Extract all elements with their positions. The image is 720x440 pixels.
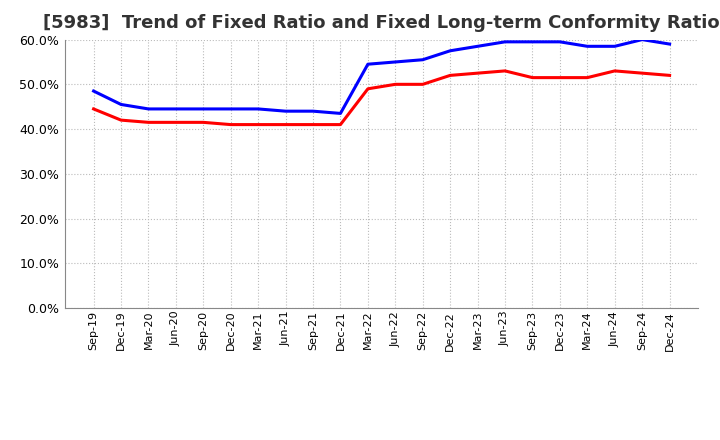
Fixed Long-term Conformity Ratio	[117, 117, 125, 123]
Fixed Ratio	[446, 48, 454, 53]
Fixed Ratio	[89, 88, 98, 94]
Fixed Ratio	[336, 111, 345, 116]
Fixed Ratio	[226, 106, 235, 112]
Fixed Long-term Conformity Ratio	[199, 120, 207, 125]
Fixed Ratio	[254, 106, 263, 112]
Fixed Long-term Conformity Ratio	[528, 75, 537, 80]
Fixed Ratio	[638, 37, 647, 42]
Fixed Ratio	[418, 57, 427, 62]
Fixed Long-term Conformity Ratio	[500, 68, 509, 73]
Fixed Long-term Conformity Ratio	[254, 122, 263, 127]
Fixed Long-term Conformity Ratio	[418, 82, 427, 87]
Fixed Long-term Conformity Ratio	[309, 122, 318, 127]
Fixed Long-term Conformity Ratio	[364, 86, 372, 92]
Fixed Long-term Conformity Ratio	[611, 68, 619, 73]
Fixed Ratio	[117, 102, 125, 107]
Fixed Long-term Conformity Ratio	[171, 120, 180, 125]
Fixed Ratio	[364, 62, 372, 67]
Fixed Long-term Conformity Ratio	[89, 106, 98, 112]
Fixed Ratio	[282, 109, 290, 114]
Fixed Long-term Conformity Ratio	[144, 120, 153, 125]
Fixed Long-term Conformity Ratio	[556, 75, 564, 80]
Fixed Ratio	[391, 59, 400, 65]
Fixed Long-term Conformity Ratio	[446, 73, 454, 78]
Fixed Ratio	[611, 44, 619, 49]
Fixed Ratio	[171, 106, 180, 112]
Fixed Long-term Conformity Ratio	[638, 70, 647, 76]
Fixed Ratio	[309, 109, 318, 114]
Fixed Long-term Conformity Ratio	[226, 122, 235, 127]
Line: Fixed Ratio: Fixed Ratio	[94, 40, 670, 114]
Title: [5983]  Trend of Fixed Ratio and Fixed Long-term Conformity Ratio: [5983] Trend of Fixed Ratio and Fixed Lo…	[43, 15, 720, 33]
Fixed Long-term Conformity Ratio	[391, 82, 400, 87]
Fixed Long-term Conformity Ratio	[583, 75, 592, 80]
Fixed Ratio	[665, 41, 674, 47]
Fixed Ratio	[500, 39, 509, 44]
Line: Fixed Long-term Conformity Ratio: Fixed Long-term Conformity Ratio	[94, 71, 670, 125]
Fixed Ratio	[144, 106, 153, 112]
Fixed Long-term Conformity Ratio	[665, 73, 674, 78]
Fixed Ratio	[528, 39, 537, 44]
Fixed Ratio	[583, 44, 592, 49]
Fixed Ratio	[473, 44, 482, 49]
Fixed Ratio	[199, 106, 207, 112]
Fixed Long-term Conformity Ratio	[473, 70, 482, 76]
Fixed Long-term Conformity Ratio	[336, 122, 345, 127]
Fixed Ratio	[556, 39, 564, 44]
Fixed Long-term Conformity Ratio	[282, 122, 290, 127]
